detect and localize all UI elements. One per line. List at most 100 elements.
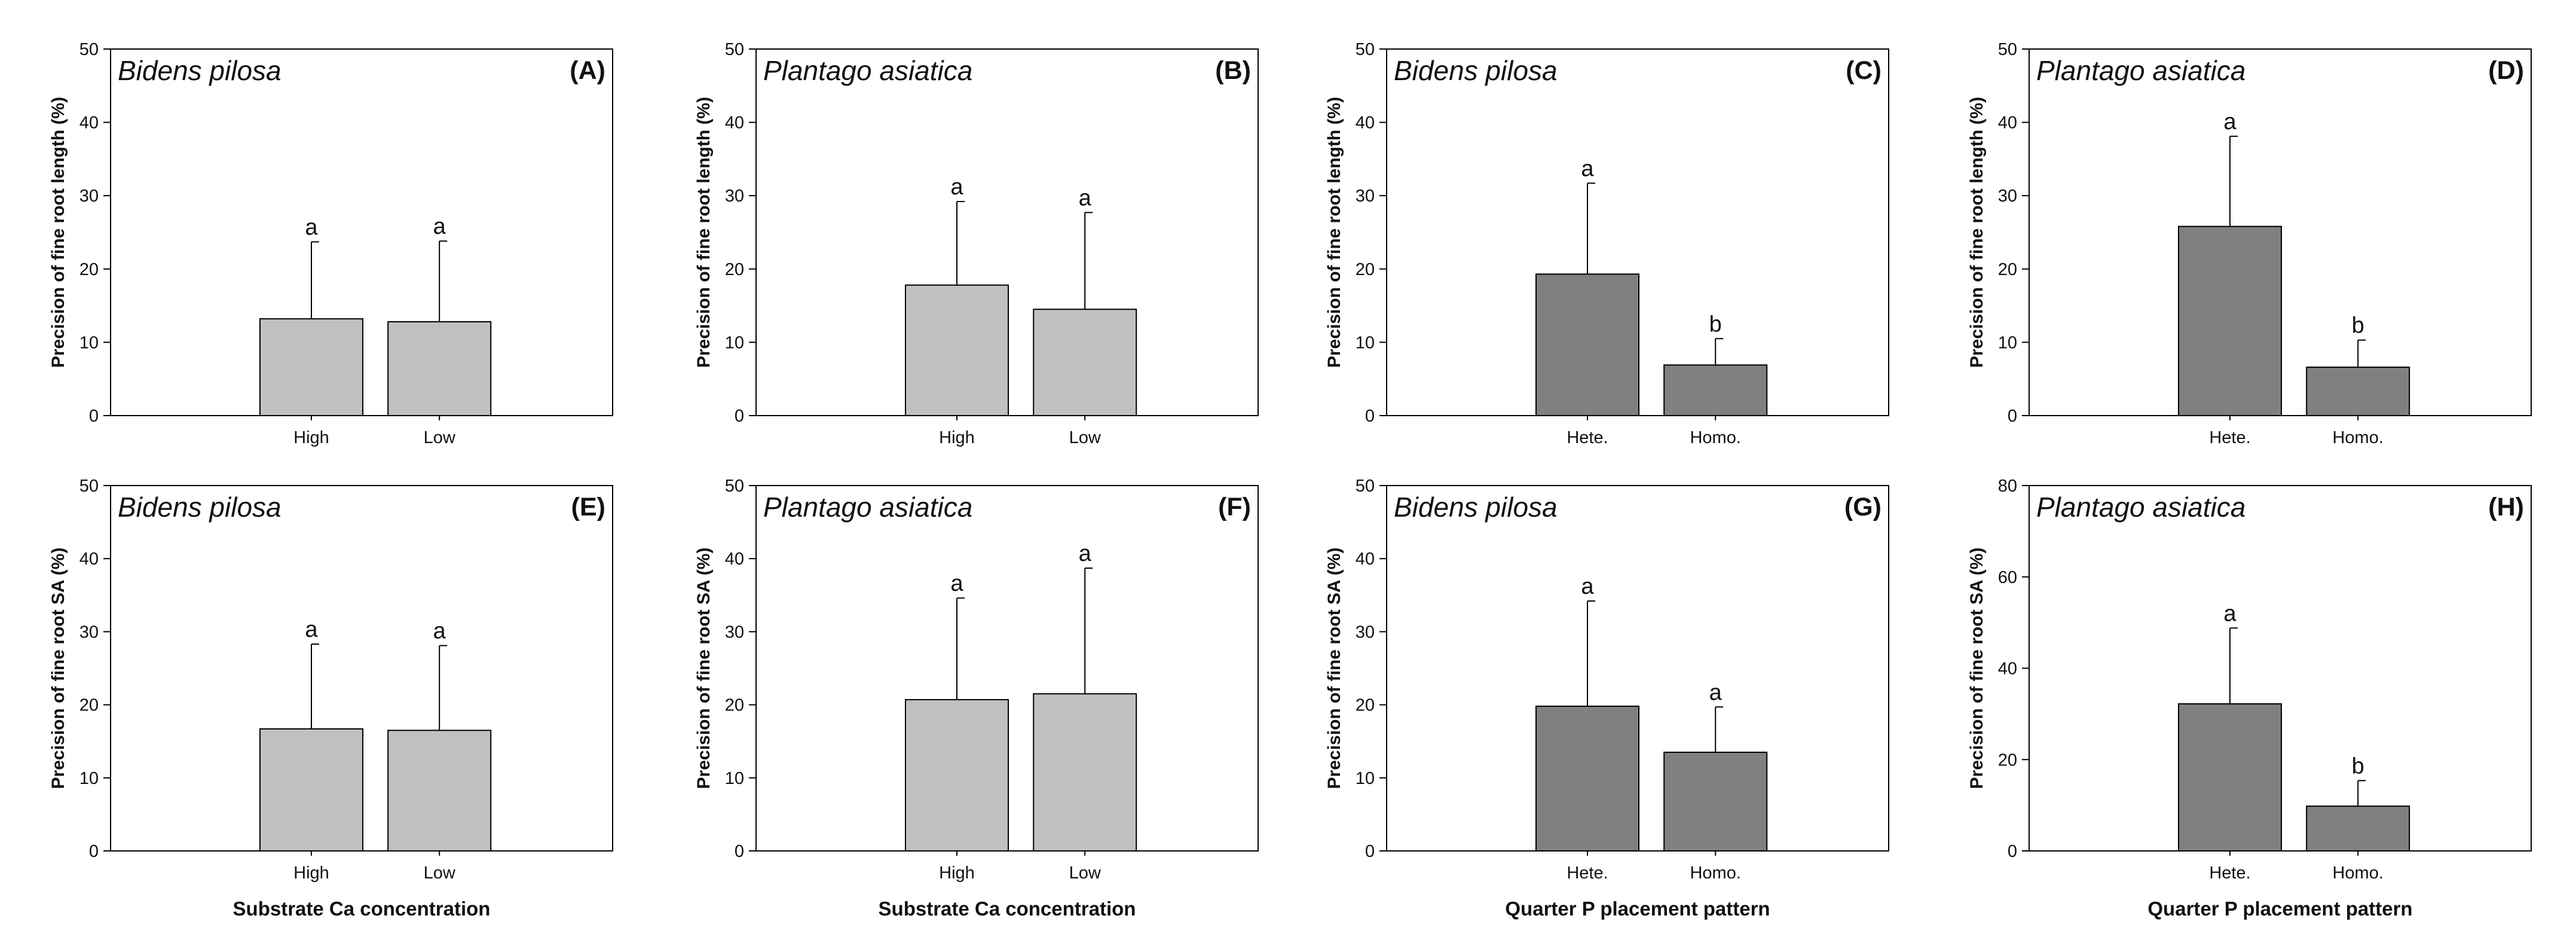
x-axis-label: Quarter P placement pattern [1505, 898, 1770, 920]
y-tick-label: 10 [79, 769, 99, 788]
y-tick-label: 0 [735, 407, 744, 426]
bar [387, 321, 492, 417]
y-axis-label: Precision of fine root SA (%) [694, 548, 714, 789]
bar [1663, 364, 1768, 417]
y-axis-label: Precision of fine root SA (%) [48, 548, 68, 789]
bar [1033, 693, 1137, 852]
y-tick-label: 20 [1356, 696, 1375, 715]
y-tick-label: 40 [725, 550, 744, 569]
panel-label: (G) [1844, 493, 1881, 521]
x-tick-label: Homo. [2332, 428, 2383, 447]
y-tick-label: 30 [725, 187, 744, 206]
panel-b: 0 10 20 30 40 50 Precision of fine root length… [694, 40, 1259, 447]
panel-d: 0 10 20 30 40 50 Precision of fine root length… [1967, 40, 2532, 447]
panel-e: 0 10 20 30 40 50 Precision of fine root SA (%)… [48, 477, 613, 920]
species-name: Plantago asiatica [2036, 55, 2245, 86]
bar [259, 318, 363, 417]
x-tick-label: Low [424, 863, 456, 883]
bar [1663, 752, 1768, 852]
bar [387, 730, 492, 852]
x-tick-label: Hete. [2209, 863, 2250, 883]
y-tick-label: 50 [725, 40, 744, 59]
panel-h: 0 20 40 60 80 Precision of fine root SA (%) Pl… [1967, 477, 2532, 920]
significance-letter: a [1709, 680, 1723, 705]
panel-label: (F) [1218, 493, 1251, 521]
panel-label: (B) [1215, 56, 1251, 85]
bar [1535, 706, 1639, 852]
y-tick-label: 10 [725, 333, 744, 352]
y-tick-label: 20 [725, 696, 744, 715]
y-axis-label: Precision of fine root length (%) [694, 97, 714, 368]
y-tick-label: 30 [1356, 187, 1375, 206]
bar [2178, 225, 2282, 416]
panel-label: (C) [1846, 56, 1881, 85]
y-tick-label: 0 [2008, 407, 2017, 426]
y-tick-label: 50 [1998, 40, 2017, 59]
significance-letter: a [1581, 574, 1594, 599]
x-tick-label: Homo. [1690, 863, 1740, 883]
y-tick-label: 50 [725, 477, 744, 496]
y-tick-label: 10 [79, 333, 99, 352]
species-name: Plantago asiatica [763, 492, 972, 523]
y-tick-label: 80 [1998, 477, 2017, 496]
y-tick-label: 30 [1998, 187, 2017, 206]
significance-letter: a [433, 214, 446, 239]
bar [905, 284, 1009, 416]
panel-label: (A) [570, 56, 605, 85]
panel-label: (E) [571, 493, 605, 521]
y-axis-label: Precision of fine root SA (%) [1324, 548, 1344, 789]
significance-letter: a [305, 215, 318, 240]
x-axis-label: Substrate Ca concentration [233, 898, 491, 920]
y-tick-label: 50 [1356, 477, 1375, 496]
x-tick-label: Homo. [1690, 428, 1740, 447]
y-axis-label: Precision of fine root SA (%) [1967, 548, 1987, 789]
y-tick-label: 20 [1998, 750, 2017, 770]
x-axis-label: Substrate Ca concentration [879, 898, 1136, 920]
bar [2306, 805, 2410, 852]
y-tick-label: 30 [79, 187, 99, 206]
y-tick-label: 30 [1356, 622, 1375, 642]
y-tick-label: 20 [79, 696, 99, 715]
y-tick-label: 40 [1356, 114, 1375, 133]
x-tick-label: Hete. [1567, 428, 1608, 447]
panel-c: 0 10 20 30 40 50 Precision of fine root length… [1324, 40, 1889, 447]
x-tick-label: Hete. [2209, 428, 2250, 447]
species-name: Bidens pilosa [118, 492, 282, 523]
y-axis-label: Precision of fine root length (%) [48, 97, 68, 368]
bar [2306, 367, 2410, 416]
x-tick-label: Hete. [1567, 863, 1608, 883]
species-name: Bidens pilosa [1394, 492, 1558, 523]
x-tick-label: High [293, 863, 329, 883]
significance-letter: b [1709, 312, 1722, 337]
y-tick-label: 50 [79, 40, 99, 59]
y-tick-label: 0 [1365, 842, 1375, 861]
x-tick-label: High [293, 428, 329, 447]
significance-letter: a [305, 617, 318, 642]
significance-letter: a [950, 175, 963, 200]
species-name: Bidens pilosa [118, 55, 282, 86]
y-tick-label: 0 [2008, 842, 2017, 861]
y-tick-label: 40 [79, 114, 99, 133]
y-tick-label: 0 [1365, 407, 1375, 426]
significance-letter: a [950, 571, 963, 596]
species-name: Plantago asiatica [763, 55, 972, 86]
x-axis-label: Quarter P placement pattern [2147, 898, 2412, 920]
significance-letter: a [1079, 541, 1092, 566]
bar [259, 728, 363, 852]
y-tick-label: 40 [725, 114, 744, 133]
y-axis-label: Precision of fine root length (%) [1324, 97, 1344, 368]
x-tick-label: High [939, 428, 975, 447]
panel-a: 0 10 20 30 40 50 Precision of fine root length… [48, 40, 613, 447]
y-tick-label: 10 [1356, 333, 1375, 352]
y-axis-label: Precision of fine root length (%) [1967, 97, 1987, 368]
bar [1535, 273, 1639, 416]
y-tick-label: 10 [1998, 333, 2017, 352]
y-tick-label: 0 [89, 407, 99, 426]
y-tick-label: 40 [79, 550, 99, 569]
y-tick-label: 40 [1356, 550, 1375, 569]
y-tick-label: 30 [79, 622, 99, 642]
bar [1033, 309, 1137, 416]
significance-letter: b [2352, 753, 2364, 779]
y-tick-label: 20 [79, 260, 99, 279]
significance-letter: a [433, 619, 446, 644]
